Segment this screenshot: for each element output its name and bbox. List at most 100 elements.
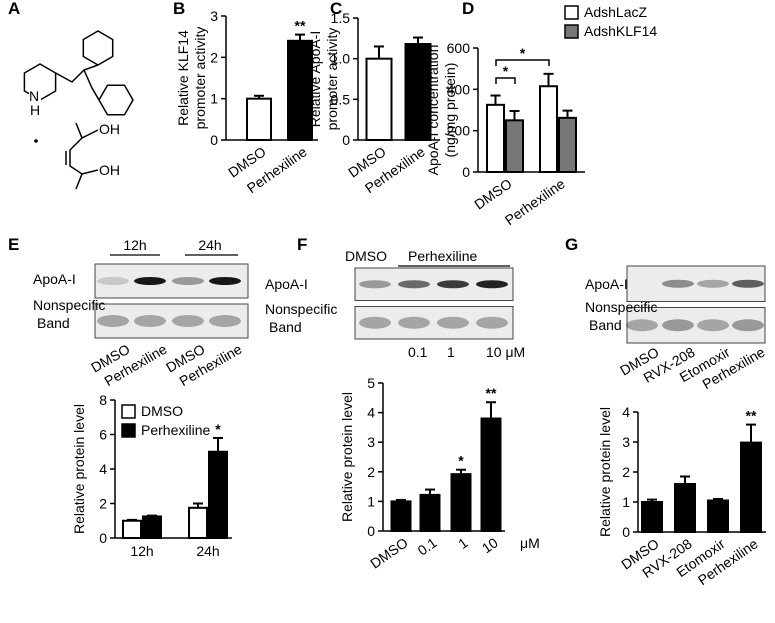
legend-label: AdshKLF14 (584, 23, 657, 39)
chain-bond (55, 64, 99, 83)
bar (404, 43, 432, 141)
blot-band (134, 277, 166, 285)
y-tick-label: 4 (622, 404, 630, 420)
bar (486, 103, 505, 173)
significance-label: ** (746, 408, 757, 424)
y-tick-label: 2 (99, 496, 107, 512)
legend-swatch (121, 404, 136, 419)
blot-band (398, 316, 430, 329)
y-tick-label: 400 (447, 81, 471, 97)
bar (641, 501, 663, 533)
y-axis-label: Relative ApoA-I (307, 31, 323, 128)
blot-band (437, 316, 469, 329)
atom-label: OH (99, 162, 120, 178)
legend-label: AdshLacZ (584, 4, 647, 20)
blot-band (662, 279, 694, 288)
y-axis-label: promoter activity (192, 27, 208, 130)
significance-bracket (495, 77, 516, 84)
bar (505, 119, 524, 174)
y-tick-label: 600 (447, 40, 471, 56)
y-tick-label: 3 (367, 434, 375, 450)
y-tick-label: 6 (99, 427, 107, 443)
bar (122, 519, 142, 539)
panel-letter: F (297, 235, 307, 254)
atom-label: H (30, 102, 40, 118)
blot-lane-label: 1 (447, 344, 455, 360)
y-tick-label: 0 (367, 523, 375, 539)
y-tick-label: 2 (622, 464, 630, 480)
blot-band (209, 277, 241, 285)
blot-row-label: Band (269, 319, 302, 335)
blot-band (359, 280, 391, 289)
blot-band (97, 277, 129, 285)
y-tick-label: 0 (342, 132, 350, 148)
y-axis-label: promoter activity (324, 28, 340, 131)
significance-label: ** (295, 18, 306, 34)
legend-label: DMSO (141, 403, 183, 419)
y-tick-label: 0.5 (331, 91, 351, 107)
maleate-bond (69, 129, 99, 175)
blot-strip (626, 307, 766, 344)
blot-band (697, 319, 729, 332)
panel-letter: A (8, 0, 20, 18)
blot-row-label: Nonspecific (585, 299, 657, 315)
y-tick-label: 1 (210, 91, 218, 107)
y-axis-label: Relative protein level (339, 392, 355, 522)
panel-letter: D (462, 0, 474, 18)
blot-band (172, 277, 204, 285)
blot-header: DMSO (345, 248, 387, 264)
blot-header: Perhexiline (408, 248, 477, 264)
carbonyl-bond (75, 173, 83, 190)
bar (674, 483, 696, 533)
bar (480, 417, 502, 532)
legend-label: Perhexiline (141, 422, 210, 438)
y-tick-label: 3 (210, 8, 218, 24)
panel-letter: G (565, 235, 578, 254)
y-axis-label: Relative protein level (597, 407, 613, 537)
blot-header: 12h (123, 237, 146, 253)
bar (539, 85, 558, 173)
y-tick-label: 1 (622, 494, 630, 510)
blot-band (134, 315, 166, 327)
blot-row-label: Nonspecific (33, 297, 105, 313)
y-tick-label: 1.0 (331, 51, 351, 67)
blot-row-label: ApoA-I (585, 276, 628, 292)
blot-band (626, 319, 658, 332)
y-axis-label: Relative KLF14 (175, 30, 191, 126)
y-tick-label: 4 (367, 405, 375, 421)
bar (707, 499, 729, 533)
bar (365, 57, 393, 142)
y-tick-label: 0 (622, 524, 630, 540)
blot-lane-label: 10 μM (486, 344, 525, 360)
y-tick-label: 0 (462, 164, 470, 180)
x-unit-label: μM (520, 535, 540, 551)
blot-row-label: ApoA-I (33, 271, 76, 287)
label-bg (29, 89, 41, 103)
blot-band (359, 316, 391, 329)
blot-header: 24h (198, 237, 221, 253)
bar (390, 500, 412, 532)
blot-band (398, 280, 430, 289)
bar (208, 450, 228, 539)
y-tick-label: 2 (367, 464, 375, 480)
y-tick-label: 2 (210, 49, 218, 65)
blot-band (209, 315, 241, 327)
y-tick-label: 0 (210, 132, 218, 148)
blot-band (172, 315, 204, 327)
blot-lane-label: 0.1 (408, 344, 428, 360)
x-tick-label: 24h (196, 543, 219, 559)
blot-row-label: Band (37, 315, 70, 331)
atom-label: N (29, 88, 39, 104)
significance-bracket (495, 59, 550, 66)
blot-band (732, 279, 764, 288)
significance-label: ** (486, 385, 497, 401)
bar (740, 441, 762, 534)
y-tick-label: 4 (99, 461, 107, 477)
y-tick-label: 200 (447, 123, 471, 139)
panel-letter: C (330, 0, 342, 18)
significance-label: * (458, 453, 464, 469)
blot-band (662, 319, 694, 332)
salt-dot (34, 139, 38, 143)
bar (142, 515, 162, 539)
